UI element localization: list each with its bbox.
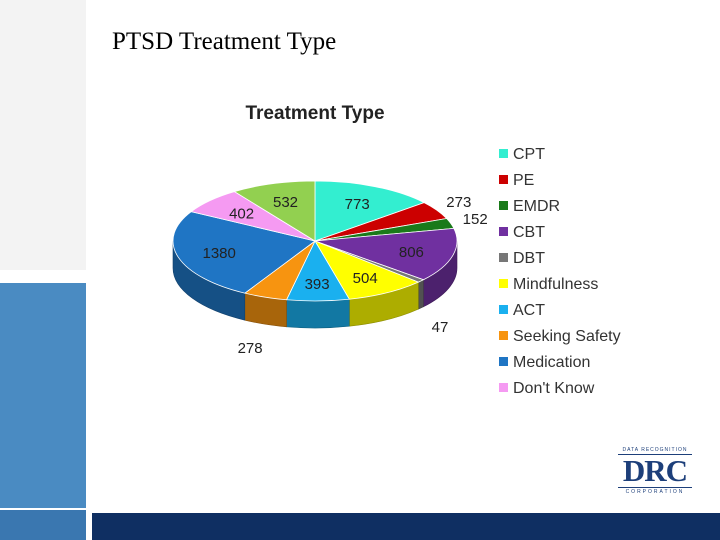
logo-main-text: DRC <box>622 453 688 488</box>
pie-label-extra: 532 <box>273 194 298 211</box>
chart-legend: CPT PE EMDR CBT DBT Mindfulness ACT Seeking Saf… <box>499 146 621 397</box>
logo-bottom-text: CORPORATION <box>625 489 685 495</box>
pie-label-medication: 1380 <box>203 245 236 262</box>
legend-label-cpt: CPT <box>513 146 545 163</box>
pie-label-dbt: 47 <box>432 319 449 336</box>
pie-slices <box>172 180 458 302</box>
pie-slice-extra <box>233 180 316 242</box>
legend-label-pe: PE <box>513 172 534 189</box>
pie-label-mindfulness: 504 <box>353 270 378 287</box>
pie-side-dbt <box>418 279 424 310</box>
legend-swatch-act <box>499 305 508 314</box>
legend-swatch-mindfulness <box>499 279 508 288</box>
pie-label-emdr: 152 <box>463 211 488 228</box>
logo-rule-top <box>618 454 692 455</box>
legend-label-dbt: DBT <box>513 250 545 267</box>
pie-label-act: 393 <box>305 276 330 293</box>
sidebar-top-panel <box>0 0 86 270</box>
chart-title: Treatment Type <box>245 103 384 124</box>
legend-swatch-cbt <box>499 227 508 236</box>
footer-bar <box>92 513 720 540</box>
logo-top-text: DATA RECOGNITION <box>622 447 688 453</box>
pie-side-act <box>286 298 350 329</box>
slide-title: PTSD Treatment Type <box>112 28 337 55</box>
legend-swatch-seeking-safety <box>499 331 508 340</box>
legend-swatch-cpt <box>499 149 508 158</box>
legend-label-medication: Medication <box>513 354 590 371</box>
legend-swatch-medication <box>499 357 508 366</box>
pie-label-cpt: 773 <box>345 196 370 213</box>
sidebar-bottom-panel <box>0 510 86 540</box>
legend-label-act: ACT <box>513 302 545 319</box>
legend-label-seeking-safety: Seeking Safety <box>513 328 621 345</box>
pie-slice-cpt <box>314 180 426 242</box>
legend-label-mindfulness: Mindfulness <box>513 276 598 293</box>
pie-label-seeking-safety: 278 <box>238 340 263 357</box>
pie-label-cbt: 806 <box>399 244 424 261</box>
pie-slice-medication <box>172 211 316 294</box>
legend-swatch-dbt <box>499 253 508 262</box>
pie-slice-cbt <box>314 227 458 281</box>
legend-swatch-don-t-know <box>499 383 508 392</box>
legend-label-emdr: EMDR <box>513 198 560 215</box>
legend-label-cbt: CBT <box>513 224 545 241</box>
pie-label-pe: 273 <box>446 194 471 211</box>
legend-swatch-pe <box>499 175 508 184</box>
sidebar-blue-panel <box>0 283 86 508</box>
pie-label-don-t-know: 402 <box>229 206 254 223</box>
legend-label-don-t-know: Don't Know <box>513 380 595 397</box>
logo-rule-bottom <box>618 487 692 488</box>
legend-swatch-emdr <box>499 201 508 210</box>
drc-logo: DATA RECOGNITION DRC CORPORATION <box>614 447 696 497</box>
